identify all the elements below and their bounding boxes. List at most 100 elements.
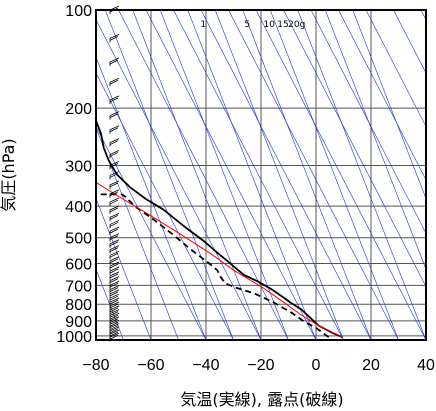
wind-barb-flag bbox=[109, 152, 119, 157]
wind-barb bbox=[109, 285, 120, 294]
wind-barb-flag bbox=[109, 307, 119, 313]
wind-barb-flag bbox=[109, 323, 120, 328]
wind-barb-flag bbox=[109, 113, 119, 118]
wind-barb-flag bbox=[109, 79, 119, 85]
wind-barb-flag bbox=[109, 138, 120, 144]
x-tick-label: −20 bbox=[247, 357, 274, 374]
isotherm-line bbox=[187, 10, 317, 340]
x-tick-label: 20 bbox=[362, 357, 380, 374]
wind-barb-flag bbox=[109, 309, 120, 314]
wind-barb bbox=[109, 233, 120, 242]
y-tick-label: 700 bbox=[65, 278, 92, 295]
adiabat-line bbox=[118, 10, 289, 340]
wind-barb-flag bbox=[109, 332, 120, 338]
wind-barb-flag bbox=[109, 276, 120, 282]
wind-barb bbox=[109, 33, 120, 43]
wind-barb-flag bbox=[109, 305, 120, 311]
wind-barb bbox=[109, 95, 120, 104]
x-axis-title: 気温(実線), 露点(破線) bbox=[180, 390, 343, 409]
wind-barb bbox=[109, 289, 120, 298]
wind-barb-flag bbox=[109, 173, 119, 178]
wind-barb bbox=[109, 266, 120, 276]
series-2-line bbox=[96, 181, 343, 338]
isotherm-line bbox=[352, 10, 426, 200]
wind-barb-flag bbox=[109, 247, 119, 253]
wind-barb-flag bbox=[109, 319, 120, 325]
wind-barb bbox=[109, 212, 120, 222]
wind-barb bbox=[109, 197, 120, 207]
mixing-ratio-label: 20g bbox=[288, 20, 305, 30]
adiabat-line bbox=[96, 125, 207, 340]
y-tick-label: 900 bbox=[65, 314, 92, 331]
wind-barb bbox=[109, 271, 120, 280]
y-tick-label: 200 bbox=[65, 101, 92, 118]
wind-barb-flag bbox=[109, 331, 119, 337]
wind-barb-flag bbox=[109, 316, 120, 322]
adiabat-line bbox=[365, 10, 426, 128]
wind-barb-flag bbox=[109, 127, 119, 133]
wind-barb-flag bbox=[109, 252, 119, 258]
wind-barb bbox=[109, 189, 120, 198]
isotherm-line bbox=[96, 56, 207, 340]
wind-barb-flag bbox=[109, 111, 120, 117]
wind-barb bbox=[109, 250, 120, 260]
wind-barb-flag bbox=[109, 295, 119, 301]
wind-barb-flag bbox=[109, 301, 120, 307]
wind-barb bbox=[109, 239, 120, 248]
wind-barb-flag bbox=[109, 280, 120, 286]
wind-barb-flag bbox=[109, 250, 120, 256]
wind-barb bbox=[109, 180, 120, 189]
wind-barb-flag bbox=[109, 282, 119, 288]
wind-barb-flag bbox=[109, 273, 119, 279]
isotherm-line bbox=[96, 197, 152, 340]
wind-barb-flag bbox=[109, 239, 120, 245]
wind-barb-flag bbox=[109, 125, 120, 131]
wind-barb-flag bbox=[109, 214, 119, 220]
wind-barb-flag bbox=[109, 162, 119, 168]
wind-barb-flag bbox=[109, 171, 120, 176]
x-tick-label: −40 bbox=[192, 357, 219, 374]
wind-barb-flag bbox=[109, 77, 120, 83]
background-grid bbox=[96, 10, 426, 340]
wind-barb bbox=[109, 150, 120, 159]
wind-barb-flag bbox=[109, 289, 120, 295]
wind-barb-flag bbox=[109, 233, 120, 238]
wind-barb bbox=[109, 297, 120, 307]
wind-barb-flag bbox=[109, 258, 119, 264]
adiabat-line bbox=[96, 72, 234, 340]
wind-barb-flag bbox=[109, 241, 119, 247]
adiabat-line bbox=[96, 19, 262, 340]
y-tick-label: 100 bbox=[65, 3, 92, 20]
wind-barb-flag bbox=[109, 328, 119, 334]
wind-barb-flag bbox=[109, 220, 120, 225]
wind-barb-flag bbox=[109, 266, 120, 272]
wind-barb-flag bbox=[109, 329, 120, 335]
wind-barb-flag bbox=[109, 33, 120, 39]
isotherm-line bbox=[104, 10, 234, 340]
wind-barb-flag bbox=[109, 312, 120, 318]
wind-barb-flag bbox=[109, 303, 119, 309]
wind-barb-flag bbox=[109, 311, 119, 316]
wind-barb bbox=[109, 220, 120, 229]
wind-barb-flag bbox=[109, 212, 120, 218]
wind-barb bbox=[109, 205, 120, 214]
isotherm-line bbox=[159, 10, 289, 340]
wind-barb-flag bbox=[109, 326, 120, 332]
wind-barb bbox=[109, 138, 120, 147]
wind-barb bbox=[109, 171, 120, 180]
wind-barb-flag bbox=[109, 189, 120, 195]
wind-barb bbox=[109, 57, 120, 66]
y-tick-label: 400 bbox=[65, 199, 92, 216]
wind-barb-flag bbox=[109, 268, 119, 274]
y-tick-label: 500 bbox=[65, 231, 92, 248]
wind-barb-flag bbox=[109, 36, 119, 41]
plot-frame bbox=[95, 9, 427, 341]
wind-barb bbox=[109, 276, 120, 285]
wind-barb-flag bbox=[109, 278, 119, 283]
wind-barb-flag bbox=[109, 222, 119, 227]
wind-barb-flag bbox=[109, 228, 119, 234]
wind-barb-flag bbox=[109, 325, 119, 330]
wind-barb-flag bbox=[109, 287, 119, 292]
